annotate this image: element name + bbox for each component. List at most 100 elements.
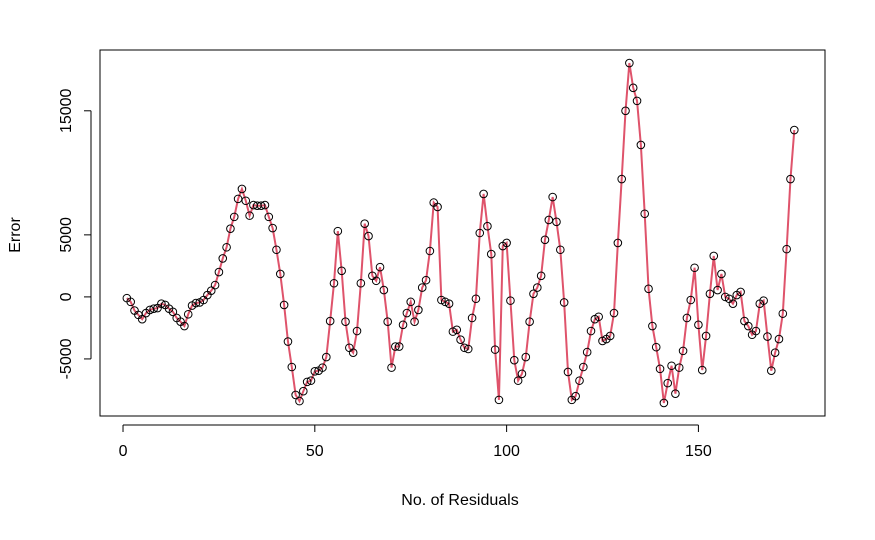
- data-point: [686, 295, 696, 305]
- data-point: [648, 321, 657, 331]
- data-point: [272, 245, 281, 255]
- data-point: [790, 125, 799, 135]
- data-point: [536, 271, 546, 281]
- data-point: [586, 326, 596, 336]
- data-point: [628, 83, 638, 93]
- data-point: [697, 365, 707, 375]
- data-point: [375, 262, 385, 272]
- data-point: [556, 245, 565, 255]
- data-point: [690, 263, 699, 273]
- data-point: [391, 342, 400, 351]
- data-point: [694, 320, 703, 330]
- y-tick-label: 5000: [58, 217, 75, 253]
- data-point: [433, 202, 442, 212]
- plot-box: [99, 49, 826, 417]
- x-tick-label: 100: [493, 443, 520, 460]
- x-tick-label: 50: [306, 443, 324, 460]
- data-point: [682, 313, 692, 323]
- y-tick-label: -5000: [58, 338, 75, 379]
- data-point: [594, 312, 603, 322]
- data-point: [137, 314, 147, 324]
- data-point: [387, 363, 396, 372]
- data-point: [509, 355, 519, 365]
- data-point: [333, 226, 343, 236]
- data-point: [705, 289, 715, 299]
- data-point: [717, 269, 726, 279]
- data-point: [371, 276, 381, 286]
- data-point: [364, 231, 373, 241]
- data-point: [260, 200, 270, 210]
- data-point: [659, 398, 669, 408]
- data-point: [360, 219, 369, 228]
- data-point: [506, 296, 515, 305]
- data-point: [736, 287, 745, 297]
- data-point: [356, 278, 366, 288]
- data-point: [183, 309, 193, 319]
- data-point: [295, 396, 304, 406]
- data-point: [640, 209, 650, 219]
- data-point: [383, 317, 392, 327]
- data-point: [786, 174, 795, 184]
- data-point: [341, 317, 350, 327]
- data-point: [571, 391, 580, 401]
- data-point: [513, 376, 523, 385]
- y-tick-label: 15000: [58, 88, 75, 133]
- data-point: [310, 367, 320, 376]
- data-point: [214, 267, 224, 277]
- data-point: [701, 331, 711, 341]
- data-point: [621, 106, 630, 116]
- data-point: [709, 251, 719, 261]
- data-point: [579, 362, 588, 372]
- data-point: [651, 342, 661, 352]
- data-point: [421, 275, 431, 285]
- data-point: [743, 321, 753, 331]
- data-point: [218, 254, 228, 263]
- data-point: [674, 363, 684, 372]
- data-point: [348, 348, 358, 358]
- data-point: [279, 300, 289, 310]
- data-point: [463, 344, 473, 354]
- data-point: [471, 294, 481, 304]
- data-point: [287, 362, 297, 372]
- data-point: [398, 320, 408, 330]
- data-point: [157, 299, 166, 309]
- data-point: [456, 335, 465, 344]
- data-point: [759, 296, 768, 305]
- data-point: [636, 140, 646, 150]
- data-point: [425, 246, 435, 256]
- data-point: [226, 224, 235, 233]
- data-point: [222, 242, 231, 252]
- data-point: [191, 298, 201, 308]
- data-point: [483, 221, 492, 231]
- data-point: [410, 317, 419, 327]
- data-point: [180, 321, 189, 331]
- data-point: [494, 395, 504, 405]
- data-point: [149, 304, 159, 313]
- data-point: [490, 345, 500, 354]
- data-point: [763, 332, 772, 341]
- y-tick-label: 0: [58, 292, 75, 301]
- data-point: [245, 211, 254, 220]
- data-point: [582, 347, 592, 357]
- data-point: [237, 184, 247, 194]
- data-point: [774, 334, 784, 344]
- data-point: [460, 343, 469, 353]
- data-point: [322, 352, 331, 362]
- data-point: [268, 223, 277, 233]
- data-point: [525, 317, 534, 327]
- data-point: [770, 348, 780, 358]
- data-point: [337, 266, 346, 276]
- data-point: [486, 249, 496, 259]
- data-point: [299, 386, 308, 396]
- data-point: [479, 189, 488, 199]
- data-point: [452, 325, 462, 335]
- data-point: [241, 196, 251, 206]
- data-point: [168, 307, 178, 317]
- data-point: [728, 299, 738, 309]
- data-point: [394, 342, 404, 351]
- data-point: [605, 331, 615, 341]
- data-point: [644, 284, 653, 294]
- data-point: [306, 376, 316, 385]
